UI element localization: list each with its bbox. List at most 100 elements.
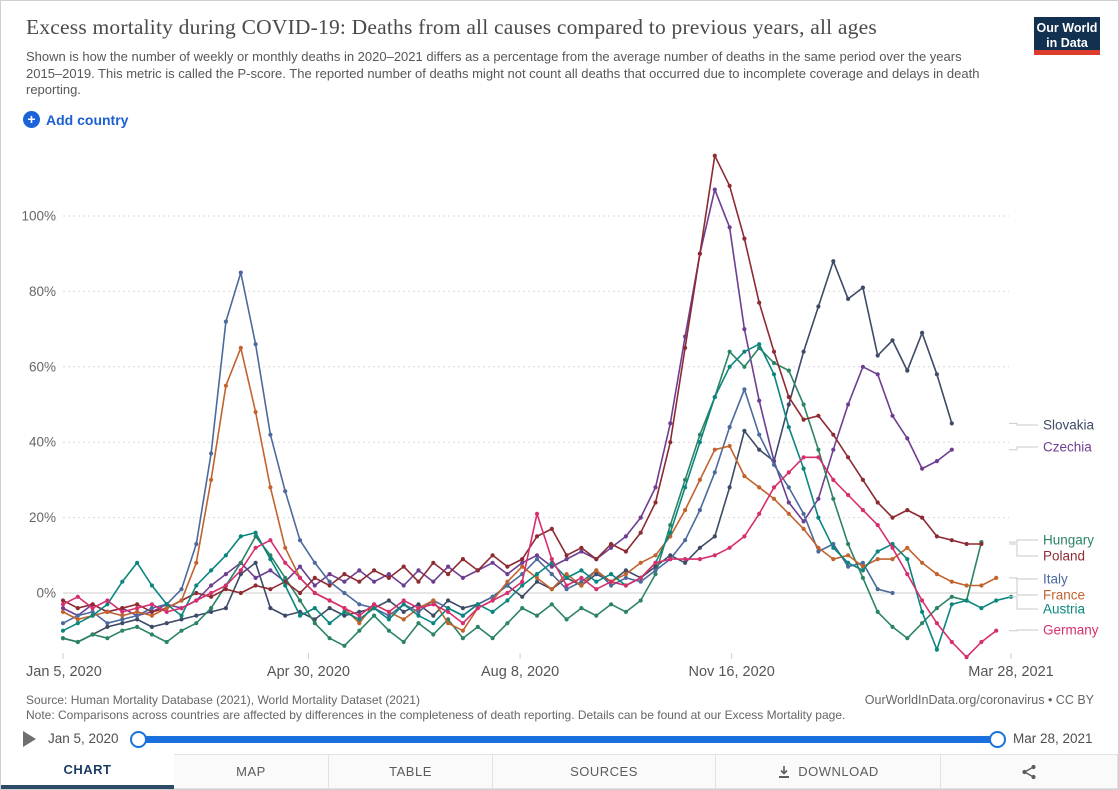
- tab-chart[interactable]: CHART: [1, 754, 174, 789]
- legend-leader-italy: [1009, 578, 1038, 594]
- data-point: [668, 557, 673, 562]
- data-point: [697, 440, 703, 445]
- data-point: [505, 621, 510, 626]
- data-point: [712, 470, 717, 475]
- data-point: [75, 606, 80, 611]
- data-point: [446, 572, 451, 577]
- data-point: [579, 568, 584, 573]
- owid-logo[interactable]: Our World in Data: [1034, 17, 1100, 55]
- data-point: [934, 647, 940, 652]
- data-point: [712, 534, 717, 539]
- data-point: [416, 621, 421, 626]
- data-point: [75, 639, 80, 645]
- data-point: [683, 485, 688, 490]
- data-point: [742, 474, 747, 479]
- data-point: [401, 617, 406, 622]
- data-point: [505, 590, 510, 596]
- data-point: [401, 598, 406, 603]
- data-point: [75, 594, 80, 599]
- data-point: [209, 477, 214, 482]
- tab-sources[interactable]: SOURCES: [493, 754, 716, 789]
- data-point: [327, 621, 332, 626]
- add-country-button[interactable]: + Add country: [23, 111, 128, 128]
- data-point: [179, 613, 184, 618]
- data-point: [238, 270, 243, 275]
- data-point: [920, 466, 925, 471]
- series-czechia: [60, 187, 954, 618]
- data-point: [149, 602, 154, 607]
- legend-label-austria[interactable]: Austria: [1043, 602, 1086, 617]
- data-point: [860, 560, 866, 565]
- credit-line: OurWorldInData.org/coronavirus • CC BY: [864, 693, 1094, 707]
- data-point: [683, 508, 688, 513]
- data-point: [223, 319, 228, 324]
- data-point: [594, 613, 599, 618]
- play-icon[interactable]: [23, 731, 36, 747]
- data-point: [890, 515, 895, 520]
- data-point: [801, 519, 806, 524]
- timeline-handle-end[interactable]: [989, 731, 1006, 748]
- legend-label-france[interactable]: France: [1043, 588, 1085, 603]
- data-point: [727, 364, 732, 369]
- legend-label-czechia[interactable]: Czechia: [1043, 440, 1092, 455]
- data-point: [475, 624, 480, 629]
- data-point: [312, 583, 317, 588]
- data-point: [623, 534, 629, 539]
- tab-download[interactable]: DOWNLOAD: [716, 754, 941, 789]
- data-point: [905, 572, 910, 577]
- data-point: [327, 572, 332, 577]
- data-point: [223, 587, 228, 592]
- data-point: [460, 636, 465, 641]
- tab-map[interactable]: MAP: [174, 754, 329, 789]
- data-point: [771, 462, 777, 467]
- data-point: [446, 606, 451, 611]
- data-point: [609, 541, 614, 547]
- tab-share[interactable]: [941, 754, 1118, 789]
- data-point: [386, 609, 391, 614]
- data-point: [579, 545, 584, 550]
- data-point: [594, 579, 599, 584]
- data-point: [757, 398, 762, 403]
- data-point: [120, 579, 125, 584]
- legend-label-italy[interactable]: Italy: [1043, 572, 1068, 587]
- data-point: [327, 636, 332, 641]
- chart-subtitle: Shown is how the number of weekly or mon…: [26, 49, 980, 97]
- legend-label-hungary[interactable]: Hungary: [1043, 533, 1094, 548]
- data-point: [357, 568, 362, 573]
- data-point: [505, 564, 510, 569]
- data-point: [505, 598, 510, 603]
- data-point: [342, 609, 347, 614]
- series-line-hungary: [62, 347, 983, 647]
- data-point: [594, 587, 599, 592]
- data-point: [342, 606, 347, 611]
- data-point: [164, 621, 169, 626]
- data-point: [653, 560, 658, 565]
- timeline-slider[interactable]: [130, 731, 1006, 748]
- data-point: [727, 545, 732, 550]
- data-point: [401, 602, 406, 607]
- data-point: [638, 598, 643, 603]
- data-point: [431, 598, 436, 603]
- data-point: [60, 602, 66, 607]
- data-point: [135, 613, 140, 618]
- data-point: [683, 538, 688, 543]
- data-point: [223, 553, 228, 558]
- legend-label-germany[interactable]: Germany: [1043, 623, 1099, 638]
- tab-table[interactable]: TABLE: [329, 754, 493, 789]
- data-point: [653, 564, 658, 569]
- data-point: [312, 590, 317, 596]
- data-point: [683, 477, 688, 482]
- data-point: [579, 583, 584, 588]
- legend-leader-slovakia: [1009, 422, 1038, 426]
- data-point: [460, 557, 465, 562]
- timeline-handle-start[interactable]: [130, 731, 147, 748]
- data-point: [297, 564, 303, 569]
- legend-label-poland[interactable]: Poland: [1043, 549, 1085, 564]
- data-point: [890, 413, 895, 418]
- data-point: [934, 534, 940, 539]
- data-point: [238, 560, 243, 565]
- data-point: [194, 613, 199, 618]
- data-point: [194, 621, 199, 626]
- data-point: [431, 602, 436, 607]
- legend-label-slovakia[interactable]: Slovakia: [1043, 418, 1095, 433]
